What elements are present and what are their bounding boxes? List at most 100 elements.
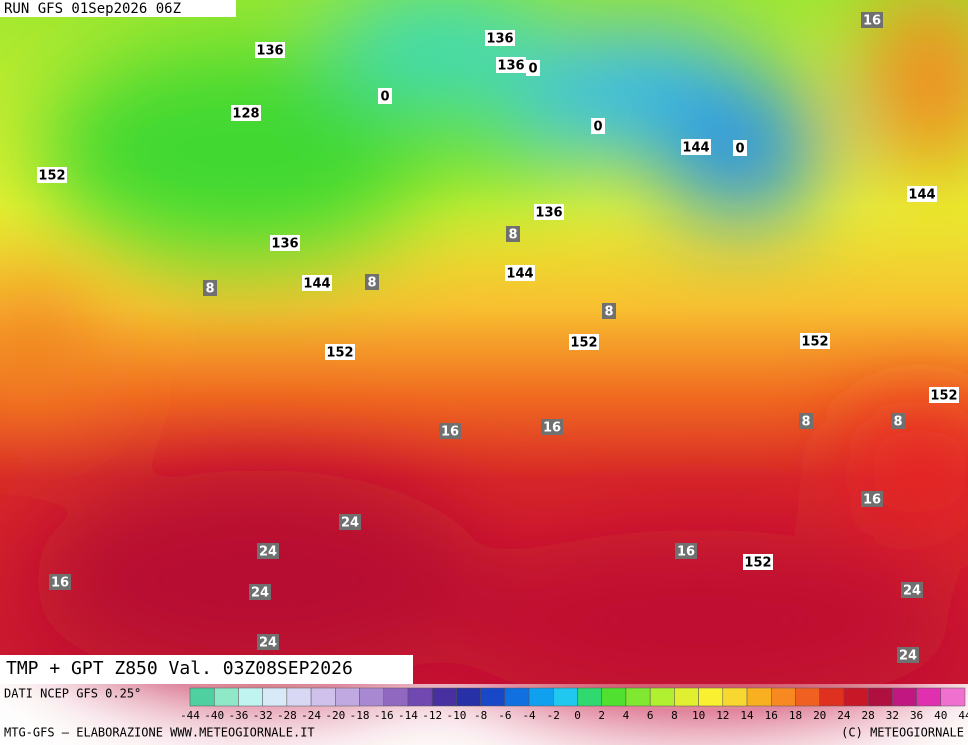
map-label: 152 [744,556,771,571]
legend-swatch [456,687,481,707]
map-label: 8 [604,305,613,320]
legend-tick: 2 [598,709,605,722]
map-label: 0 [735,142,744,157]
label-box [929,387,959,403]
label-box [255,42,285,58]
map-label: 152 [930,389,957,404]
label-box [505,265,535,281]
legend-tick: -20 [325,709,345,722]
label-box [591,118,605,134]
legend-tick: 0 [574,709,581,722]
map-label: 136 [486,32,513,47]
map-label: 24 [259,636,277,651]
legend-tick: -28 [277,709,297,722]
legend-tick: -14 [398,709,418,722]
map-label: 8 [205,282,214,297]
legend-swatch [940,687,966,707]
label-box [203,280,217,296]
legend-swatch [577,687,602,707]
map-label: 24 [259,545,277,560]
legend-tick: 44 [958,709,968,722]
legend-tick: -10 [446,709,466,722]
map-label: 128 [232,107,259,122]
label-box [799,413,813,429]
map-label: 0 [380,90,389,105]
map-label: 136 [497,59,524,74]
source: DATI NCEP GFS 0.25° [4,687,141,701]
legend-tick: 10 [692,709,705,722]
legend-swatch [383,687,409,707]
map-label: 16 [51,576,69,591]
copyright: (C) METEOGIORNALE [841,726,964,740]
map-label: 24 [341,516,359,531]
map-label: 152 [801,335,828,350]
label-box [733,140,747,156]
label-box [743,554,773,570]
legend-tick: -4 [522,709,536,722]
map-label: 16 [863,14,881,29]
label-box [37,167,67,183]
map-label: 8 [893,415,902,430]
map-label: 24 [903,584,921,599]
legend-swatch [213,687,239,707]
map-label: 144 [682,141,709,156]
label-box [231,105,261,121]
legend-tick: -18 [350,709,370,722]
label-box [485,30,515,46]
label-box [257,634,279,650]
legend-tick: -8 [474,709,487,722]
legend-tick: -32 [253,709,273,722]
legend-swatch [504,687,530,707]
legend-swatch [528,687,554,707]
label-box [249,584,271,600]
legend-tick: 32 [886,709,899,722]
legend-swatch [625,687,651,707]
legend-tick: -12 [422,709,442,722]
legend-tick: 18 [789,709,802,722]
map-label: 136 [271,237,298,252]
label-box [681,139,711,155]
legend-swatch [286,687,312,707]
map-label: 16 [543,421,561,436]
map-label: 136 [256,44,283,59]
label-box [891,413,905,429]
legend-swatch [819,687,845,707]
label-box [49,574,71,590]
legend-swatch [407,687,433,707]
legend-swatch [262,687,288,707]
legend-tick: 4 [623,709,630,722]
map-label: 8 [801,415,810,430]
map-label: 152 [326,346,353,361]
map-label: 152 [38,169,65,184]
map-label: 136 [535,206,562,221]
label-box [496,57,526,73]
label-box [526,60,540,76]
legend-tick: 36 [910,709,923,722]
legend-swatch [795,687,820,707]
legend-swatch [746,687,772,707]
label-box [602,303,616,319]
map-label: 8 [508,228,517,243]
legend-swatch [480,687,506,707]
label-box [506,226,520,242]
label-box [302,275,332,291]
legend-tick: 14 [740,709,754,722]
legend-swatch [238,687,263,707]
legend-tick: 12 [716,709,729,722]
run-label: RUN GFS 01Sep2026 06Z [4,1,181,17]
legend-swatch [649,687,675,707]
map-title: TMP + GPT Z850 Val. 03Z08SEP2026 [6,658,353,679]
color-legend: -44 -40 -36 -32 -28 -24 -20 -18 -16 -14 -12 -10 -8 -6… [180,687,968,722]
legend-tick: -16 [374,709,394,722]
legend-tick: 24 [837,709,851,722]
legend-tick: -24 [301,709,321,722]
legend-swatch [771,687,796,707]
legend-swatch [310,687,336,707]
map-label: 24 [251,586,269,601]
legend-swatch [601,687,627,707]
legend-swatch [843,687,869,707]
legend-tick: -40 [204,709,224,722]
map-label: 144 [303,277,330,292]
legend-swatch [189,687,215,707]
label-box [861,491,883,507]
